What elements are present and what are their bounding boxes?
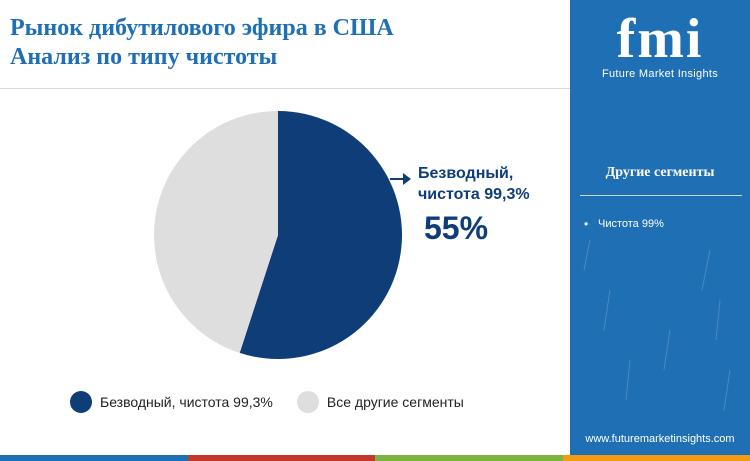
chart-panel: Рынок дибутилового эфира в США Анализ по… xyxy=(0,14,570,414)
other-segments-title: Другие сегменты xyxy=(605,165,715,180)
title-line-1: Рынок дибутилового эфира в США xyxy=(10,15,394,41)
logo-subtitle: Future Market Insights xyxy=(601,68,719,80)
bottom-bar-segment-red xyxy=(187,455,375,461)
bottom-bar-segment-blue xyxy=(0,455,188,461)
legend-label-anhydrous: Безводный, чистота 99,3% xyxy=(100,394,273,410)
callout-label-line-1: Безводный, xyxy=(418,165,514,182)
fmi-logo: fmi Future Market Insights xyxy=(570,10,750,80)
title-divider xyxy=(0,88,570,89)
sidebar-panel: fmi Future Market Insights Другие сегмен… xyxy=(570,0,750,455)
pie-callout: Безводный, чистота 99,3% 55% xyxy=(418,163,530,246)
chart-legend: Безводный, чистота 99,3% Все другие сегм… xyxy=(70,390,488,414)
callout-value: 55% xyxy=(424,210,489,246)
segment-item: Чистота 99% xyxy=(584,217,664,231)
legend-item-other: Все другие сегменты xyxy=(296,391,464,413)
bottom-bar-segment-orange xyxy=(562,455,750,461)
bottom-color-bar xyxy=(0,455,750,461)
legend-label-other: Все другие сегменты xyxy=(326,394,464,410)
bottom-bar-segment-green xyxy=(375,455,563,461)
segments-divider xyxy=(580,195,742,196)
legend-swatch-anhydrous xyxy=(70,391,92,413)
pie-slice-other xyxy=(154,111,278,353)
legend-item-anhydrous: Безводный, чистота 99,3% xyxy=(70,391,273,413)
title-line-2: Анализ по типу чистоты xyxy=(10,44,278,70)
website-link[interactable]: www.futuremarketinsights.com xyxy=(585,433,735,445)
callout-label: Безводный, чистота 99,3% xyxy=(418,163,530,205)
pie-chart xyxy=(154,111,411,360)
pie-slice-anhydrous xyxy=(239,111,403,360)
logo-mark: fmi xyxy=(616,8,704,70)
legend-swatch-other xyxy=(296,391,319,413)
page-title: Рынок дибутилового эфира в США Анализ по… xyxy=(10,14,394,72)
background-lines-decoration xyxy=(583,239,731,411)
callout-arrow-head xyxy=(403,173,411,185)
callout-label-line-2: чистота 99,3% xyxy=(418,186,530,203)
